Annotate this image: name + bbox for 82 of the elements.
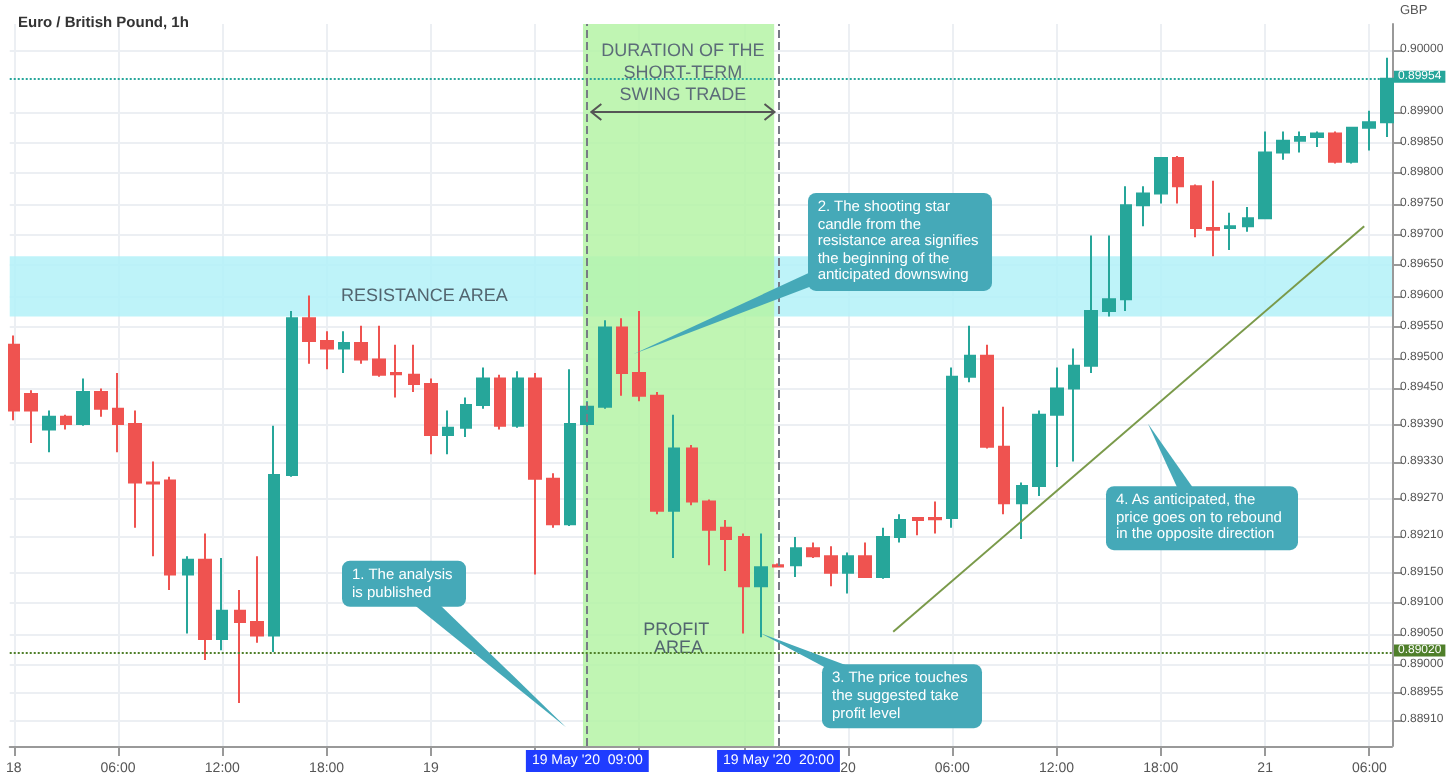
candlestick	[42, 409, 56, 454]
candlestick	[632, 309, 646, 403]
candlestick	[894, 513, 906, 544]
candlestick	[650, 391, 664, 516]
candlestick	[928, 500, 942, 535]
candlestick	[1310, 130, 1324, 148]
candlestick	[858, 541, 872, 579]
candlestick	[112, 372, 124, 454]
candlestick	[24, 389, 38, 445]
candlestick	[790, 536, 802, 579]
candlestick	[268, 424, 280, 653]
candlestick	[94, 387, 108, 418]
candlestick	[546, 472, 560, 529]
candlestick	[1032, 409, 1046, 497]
candlestick	[528, 372, 542, 576]
candlestick	[806, 541, 820, 559]
candlestick	[1294, 130, 1306, 154]
candlestick	[338, 330, 350, 375]
candlestick	[302, 294, 316, 365]
candlestick	[842, 551, 854, 595]
candlestick	[250, 555, 264, 644]
candlestick	[372, 324, 386, 378]
candlestick	[616, 317, 628, 397]
candlestick	[8, 334, 20, 422]
candlestick	[946, 366, 958, 529]
candlestick	[1242, 206, 1254, 233]
candlestick	[1068, 347, 1080, 463]
candlestick	[494, 373, 506, 431]
candlestick	[598, 319, 612, 410]
candlestick	[754, 532, 768, 639]
candlestick	[1084, 234, 1098, 375]
candlestick	[198, 532, 212, 661]
candlestick	[1206, 179, 1220, 258]
candlestick	[234, 588, 246, 704]
candlestick	[128, 409, 142, 529]
candlestick	[738, 532, 750, 635]
candlestick	[182, 555, 194, 635]
candlestick	[1016, 481, 1028, 540]
candlestick	[1224, 211, 1236, 252]
candlestick	[720, 518, 732, 572]
candlestick	[390, 343, 402, 399]
candlestick	[320, 330, 334, 371]
candlestick	[1190, 183, 1202, 239]
candlestick	[1136, 185, 1150, 228]
candlestick	[980, 343, 994, 450]
band-label: PROFIT AREA	[643, 619, 714, 657]
candlestick	[424, 377, 438, 456]
candlestick	[216, 556, 228, 652]
candlestick	[1276, 130, 1290, 161]
candlestick	[1258, 130, 1272, 220]
candlestick	[60, 413, 72, 431]
candlestick	[702, 498, 716, 567]
candlestick	[686, 443, 698, 507]
candlestick	[580, 400, 594, 429]
candlestick	[1102, 234, 1116, 318]
candlestick	[146, 460, 160, 558]
candlestick	[460, 396, 472, 438]
candlestick	[564, 368, 576, 528]
candlestick	[876, 526, 890, 580]
candlestick	[1172, 155, 1184, 205]
candlestick	[912, 517, 924, 537]
candlestick	[998, 405, 1010, 516]
candlestick	[772, 562, 784, 569]
candlestick	[512, 370, 524, 429]
candlestick	[824, 545, 838, 588]
annotation: DURATION OF THE SHORT-TERM SWING TRADE	[599, 40, 767, 105]
candlestick	[1154, 156, 1168, 205]
candlestick	[1362, 109, 1376, 152]
candlestick	[442, 409, 454, 456]
candlestick	[964, 324, 976, 384]
candlestick	[286, 309, 298, 478]
candlestick	[408, 343, 420, 394]
candlestick	[1346, 126, 1358, 165]
candlestick	[476, 366, 490, 410]
candlestick	[1050, 366, 1064, 469]
candlestick	[164, 475, 176, 591]
candlestick	[1328, 130, 1342, 165]
candlestick	[354, 324, 368, 365]
candlestick	[668, 413, 680, 559]
candlestick	[76, 377, 90, 427]
candlestick	[1120, 185, 1132, 312]
band-label: RESISTANCE AREA	[341, 285, 508, 306]
